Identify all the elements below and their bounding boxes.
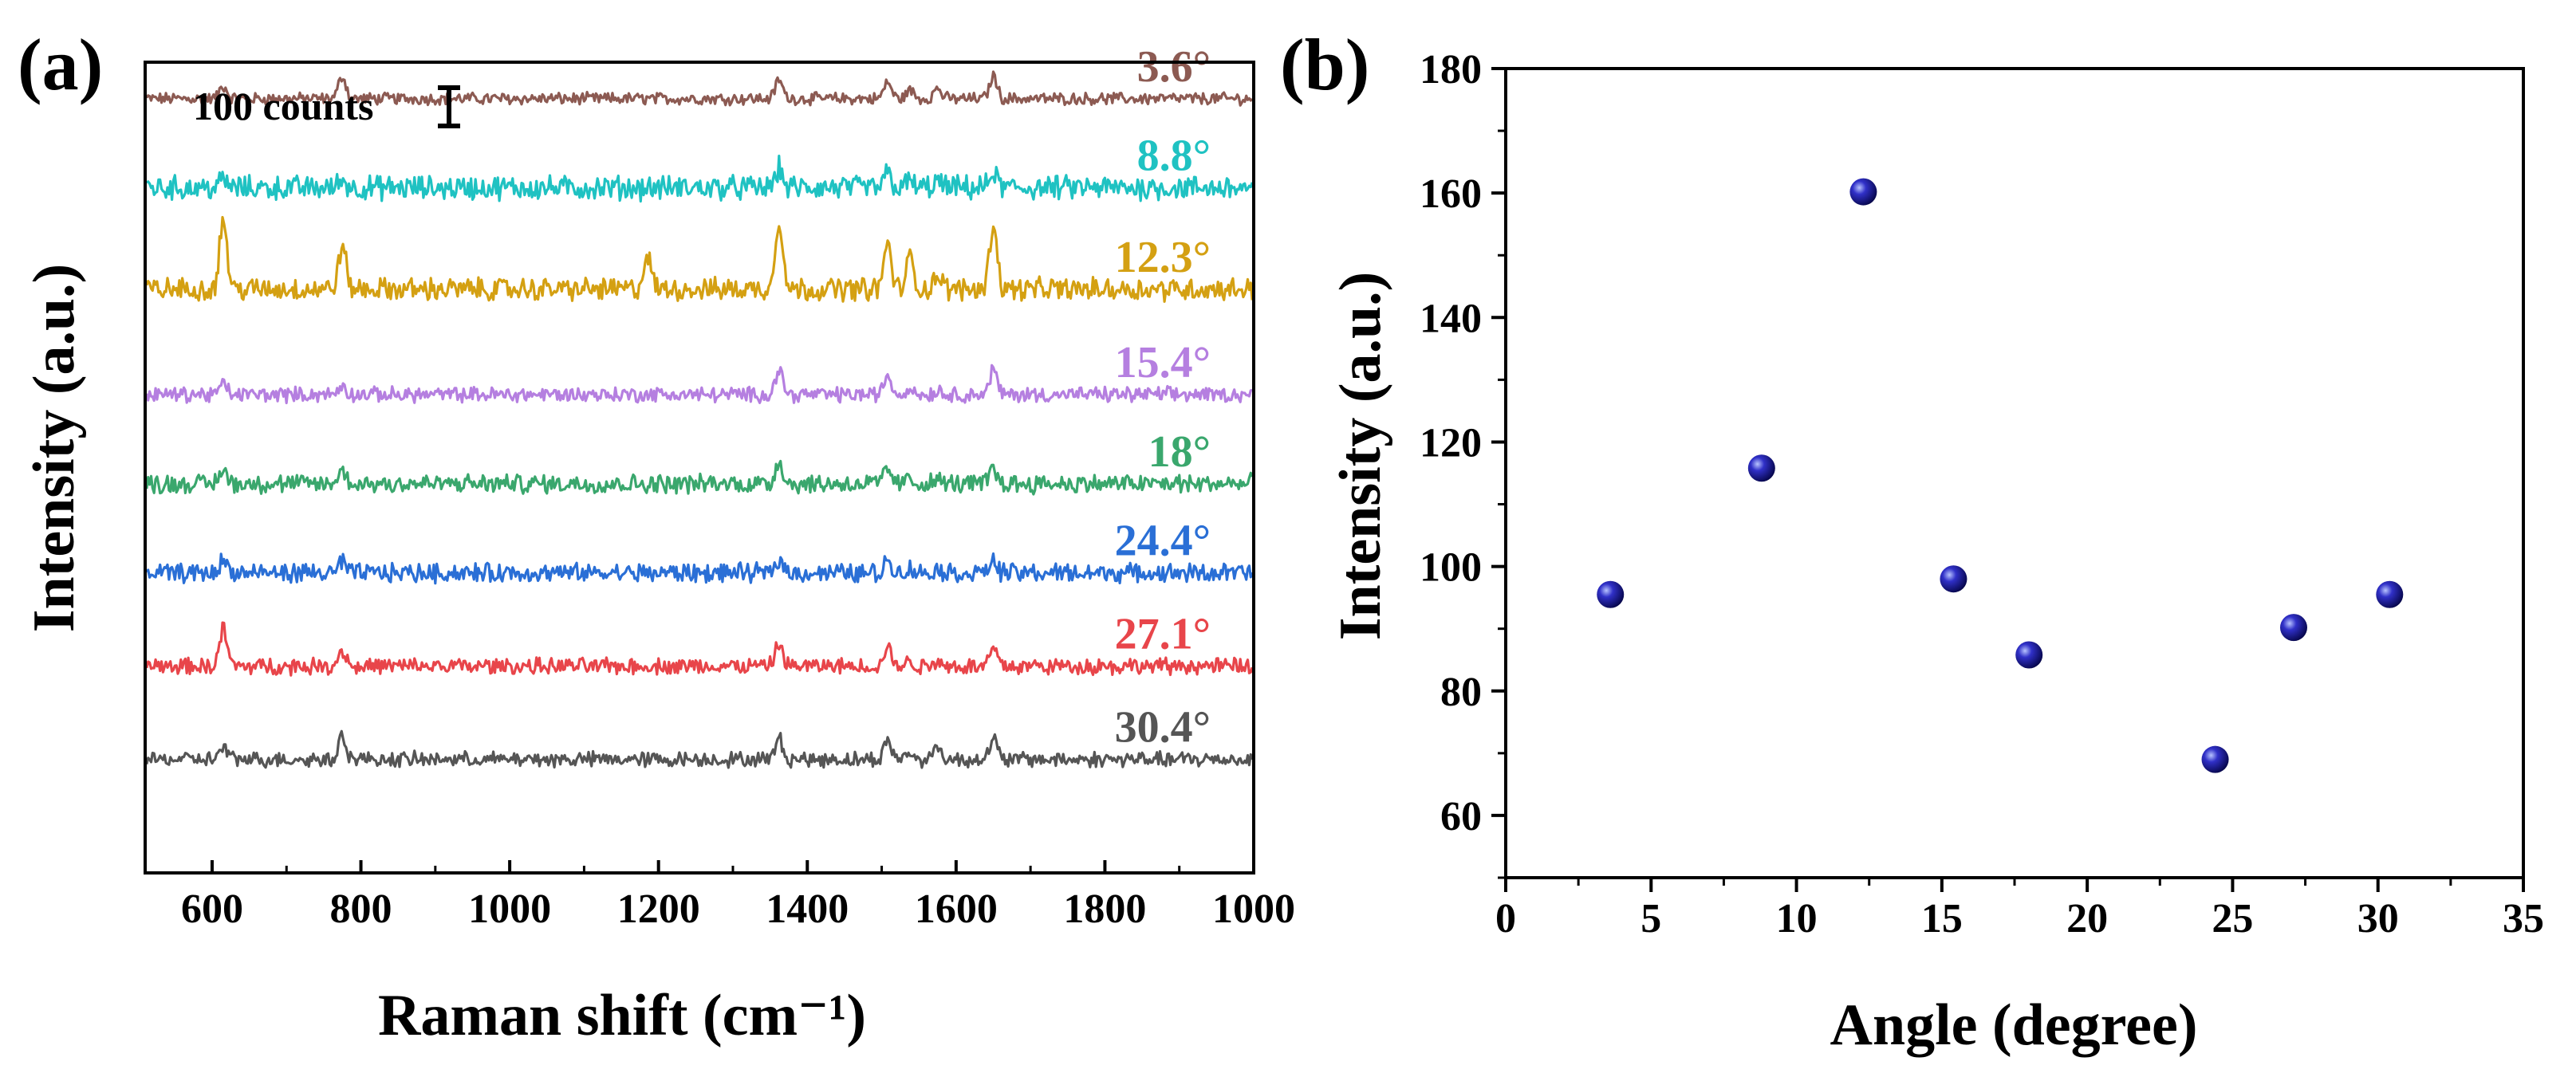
x-tick-label-a: 1600 — [915, 886, 998, 932]
x-tick-label-b: 10 — [1776, 896, 1818, 941]
series-label-2: 8.8° — [1137, 132, 1211, 181]
y-axis-label-b: Intensity (a.u.) — [1328, 272, 1393, 641]
series-label-4: 15.4° — [1115, 338, 1211, 387]
panel-label-b: (b) — [1280, 24, 1369, 105]
series-label-group: 3.6° 8.8° 12.3° 15.4° 18° 24.4° 27.1° 30.4° — [1115, 42, 1211, 753]
y-tick-label-b: 140 — [1420, 296, 1482, 341]
spectrum-line-4 — [145, 364, 1253, 405]
spectrum-line-1 — [145, 70, 1254, 107]
scatter-point — [2015, 641, 2043, 669]
x-axis-ticks-a: 600 800 1000 1200 1400 1600 1800 1000 — [181, 860, 1295, 932]
x-axis-ticks-b: 0 5 10 15 20 25 30 35 — [1495, 878, 2544, 941]
series-label-5: 18° — [1148, 427, 1211, 477]
spectrum-line-6 — [145, 552, 1254, 585]
scatter-point — [1747, 454, 1775, 482]
x-axis-label-b: Angle (degree) — [1830, 992, 2198, 1058]
spectrum-line-5 — [145, 459, 1254, 496]
x-tick-label-a: 1200 — [617, 886, 700, 932]
x-tick-label-a: 600 — [181, 886, 243, 932]
x-tick-label-a: 800 — [330, 886, 392, 932]
plot-frame-a — [144, 61, 1255, 875]
y-axis-ticks-b: 60 80 100 120 140 160 180 — [1420, 47, 1506, 879]
y-tick-label-b: 100 — [1420, 545, 1482, 591]
x-tick-label-a: 1000 — [468, 886, 551, 932]
scale-bar: 100 counts — [193, 84, 460, 128]
x-tick-label-a: 1400 — [766, 886, 849, 932]
y-tick-label-b: 180 — [1420, 47, 1482, 92]
scatter-points — [1597, 178, 2404, 773]
spectrum-line-3 — [145, 215, 1254, 303]
x-tick-label-a: 1800 — [1063, 886, 1146, 932]
scatter-point — [1940, 565, 1967, 593]
x-tick-label-b: 15 — [1921, 896, 1963, 941]
y-tick-label-b: 80 — [1440, 670, 1482, 715]
spectrum-line-8 — [145, 729, 1254, 769]
scatter-point — [2376, 580, 2404, 608]
x-tick-label-a: 1000 — [1212, 886, 1295, 932]
series-label-3: 12.3° — [1115, 233, 1211, 282]
scatter-panel: (b) 0 5 10 15 20 25 30 35 60 80 100 120 140 160 180 A… — [1280, 24, 2544, 1058]
y-tick-label-b: 160 — [1420, 171, 1482, 217]
scale-bar-label: 100 counts — [193, 84, 373, 128]
y-axis-label-a: Intensity (a.u.) — [22, 264, 87, 633]
x-tick-label-b: 20 — [2066, 896, 2108, 941]
scatter-point — [1849, 178, 1877, 206]
x-tick-label-b: 0 — [1495, 896, 1516, 941]
panel-label-a: (a) — [18, 24, 103, 105]
x-tick-label-b: 35 — [2503, 896, 2544, 941]
scatter-point — [1597, 580, 1625, 608]
y-tick-label-b: 60 — [1440, 794, 1482, 839]
x-tick-label-b: 25 — [2212, 896, 2253, 941]
series-label-7: 27.1° — [1115, 610, 1211, 659]
series-label-8: 30.4° — [1115, 703, 1211, 753]
plot-frame-b — [1504, 67, 2525, 879]
raman-spectra-panel: (a) 3.6° 8.8° 12.3° 15.4° 18° 24.4° 27.1° 30.4°… — [18, 24, 1295, 1048]
spectrum-line-7 — [145, 621, 1254, 677]
x-tick-label-b: 30 — [2357, 896, 2399, 941]
spectra-series-group — [145, 70, 1254, 769]
scatter-point — [2279, 614, 2307, 642]
series-label-1: 3.6° — [1137, 42, 1211, 92]
x-axis-label-a: Raman shift (cm⁻¹) — [378, 983, 866, 1048]
scatter-point — [2201, 745, 2229, 773]
y-tick-label-b: 120 — [1420, 420, 1482, 466]
series-label-6: 24.4° — [1115, 517, 1211, 566]
x-tick-label-b: 5 — [1641, 896, 1661, 941]
spectrum-line-2 — [146, 155, 1254, 203]
